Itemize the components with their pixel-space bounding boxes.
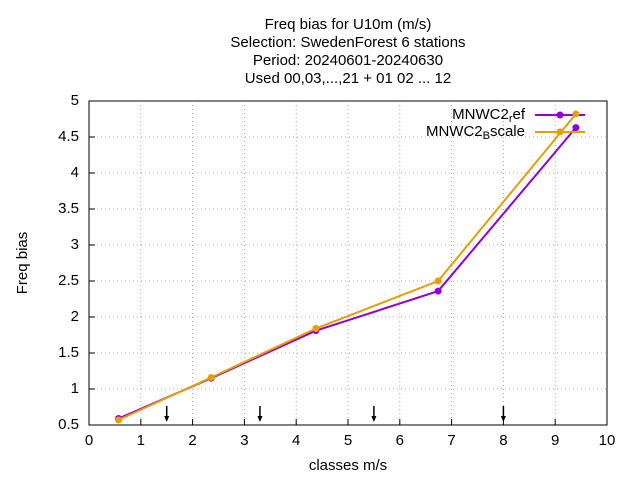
data-point [572, 124, 580, 132]
legend-marker [556, 128, 564, 136]
data-point [434, 277, 442, 285]
y-tick-label: 1.5 [58, 344, 79, 361]
legend-marker [556, 111, 564, 119]
x-tick-label: 8 [499, 432, 507, 449]
y-tick-label: 4.5 [58, 128, 79, 145]
x-tick-label: 0 [85, 432, 93, 449]
y-tick-label: 1 [71, 380, 79, 397]
y-tick-label: 0.5 [58, 416, 79, 433]
data-point [115, 416, 123, 424]
x-axis-label: classes m/s [309, 457, 387, 474]
series-line [118, 126, 577, 420]
arrow-head [500, 416, 506, 422]
chart-title: Period: 20240601-20240630 [253, 52, 443, 69]
y-tick-label: 2.5 [58, 272, 79, 289]
data-point [207, 373, 215, 381]
legend-label: MNWC2ref [452, 106, 526, 125]
y-axis-label: Freq bias [14, 232, 31, 295]
x-tick-label: 9 [551, 432, 559, 449]
legend-label: MNWC2Bscale [426, 123, 525, 142]
chart-title: Selection: SwedenForest 6 stations [230, 34, 465, 51]
chart-title: Used 00,03,...,21 + 01 02 ... 12 [245, 70, 451, 87]
x-tick-label: 4 [292, 432, 300, 449]
arrow-head [257, 416, 263, 422]
data-point [434, 287, 442, 295]
x-tick-label: 10 [599, 432, 616, 449]
data-point [572, 110, 580, 118]
y-tick-label: 3.5 [58, 200, 79, 217]
data-point [312, 325, 320, 333]
y-tick-label: 3 [71, 236, 79, 253]
series-line [118, 113, 577, 421]
chart-title: Freq bias for U10m (m/s) [265, 16, 432, 33]
arrow-head [371, 416, 377, 422]
x-tick-label: 3 [240, 432, 248, 449]
y-tick-label: 5 [71, 92, 79, 109]
y-tick-label: 4 [71, 164, 79, 181]
y-tick-label: 2 [71, 308, 79, 325]
x-tick-label: 7 [447, 432, 455, 449]
x-tick-label: 6 [396, 432, 404, 449]
x-tick-label: 5 [344, 432, 352, 449]
x-tick-label: 1 [137, 432, 145, 449]
x-tick-label: 2 [188, 432, 196, 449]
arrow-head [164, 416, 170, 422]
